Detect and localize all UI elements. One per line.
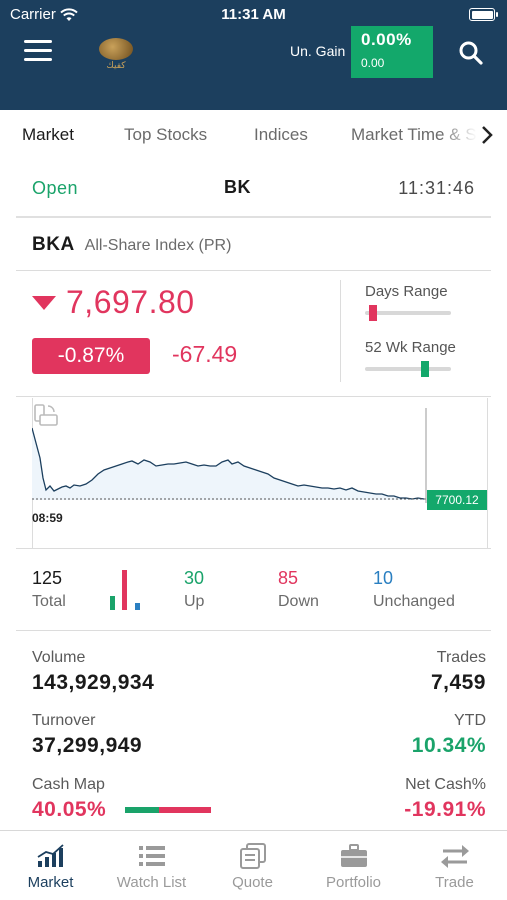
divider (16, 270, 491, 271)
down-arrow-icon (32, 296, 56, 310)
nav-market[interactable]: Market (0, 831, 101, 900)
chart-start-time: 08:59 (32, 511, 63, 525)
exchange-code: BK (224, 177, 251, 197)
index-title: BKA All-Share Index (PR) (32, 234, 482, 264)
rotate-screen-icon[interactable] (32, 403, 60, 429)
nav-portfolio-label: Portfolio (325, 874, 382, 891)
market-tabs: Market Top Stocks Indices Market Time & … (0, 110, 507, 160)
bottom-nav: Market Watch List Quote Portfolio (0, 830, 507, 900)
unrealized-gain-value: 0.00 (361, 56, 385, 70)
carrier-info: Carrier (10, 6, 78, 23)
index-code: BKA (32, 234, 75, 255)
cash-map-inflow (125, 807, 160, 813)
ytd-label: YTD (454, 712, 486, 729)
turnover-label: Turnover (32, 712, 96, 729)
nav-quote-label: Quote (232, 874, 273, 891)
tab-top-stocks[interactable]: Top Stocks (124, 125, 208, 144)
divider (16, 396, 491, 397)
cash-map-label: Cash Map (32, 776, 105, 793)
swap-arrows-icon (441, 845, 469, 868)
trades-label: Trades (436, 649, 486, 666)
market-status-row: Open BK 11:31:46 (16, 160, 491, 218)
tab-market[interactable]: Market (22, 125, 74, 144)
carrier-label: Carrier (10, 6, 56, 23)
search-icon[interactable] (458, 40, 484, 66)
net-cash-label: Net Cash% (405, 776, 486, 793)
change-pct-badge: -0.87% (32, 338, 150, 374)
trades-value: 7,459 (430, 671, 486, 694)
list-icon (139, 846, 165, 866)
status-time: 11:31 AM (221, 6, 286, 23)
wifi-icon (60, 7, 78, 21)
ytd-value: 10.34% (411, 734, 486, 757)
menu-button[interactable] (24, 40, 52, 64)
nav-watch-list-label: Watch List (116, 874, 187, 891)
quote-icon (240, 843, 266, 869)
total-label: Total (32, 593, 66, 610)
nav-watch-list[interactable]: Watch List (101, 831, 202, 900)
vertical-divider (340, 280, 341, 382)
chart-last-value: 7700.12 (427, 490, 487, 510)
battery-icon (469, 8, 498, 21)
divider (16, 548, 491, 549)
volume-value: 143,929,934 (32, 671, 155, 694)
unrealized-gain-label: Un. Gain (290, 43, 346, 59)
logo-text: كفيك (106, 61, 126, 71)
breadth-bar-unchanged (135, 603, 140, 610)
days-range-marker (368, 305, 377, 321)
index-name: All-Share Index (PR) (84, 237, 232, 254)
intraday-chart[interactable]: 08:59 7700.12 (32, 398, 488, 548)
week52-range-bar (365, 361, 451, 377)
nav-portfolio[interactable]: Portfolio (303, 831, 404, 900)
unchanged-count: 10 (373, 568, 394, 588)
turnover-value: 37,299,949 (32, 734, 143, 757)
briefcase-icon (341, 844, 367, 867)
breadth-bar-down (122, 570, 127, 610)
up-label: Up (184, 593, 205, 610)
index-value: 7,697.80 (66, 284, 195, 320)
net-cash-value: -19.91% (404, 798, 486, 821)
divider (16, 630, 491, 631)
volume-label: Volume (32, 649, 86, 666)
change-value: -67.49 (172, 341, 238, 367)
week52-range-marker (421, 361, 430, 377)
down-count: 85 (278, 568, 299, 588)
nav-trade[interactable]: Trade (404, 831, 505, 900)
days-range-label: Days Range (365, 283, 448, 300)
unrealized-gain-pct: 0.00% (361, 30, 412, 49)
market-state: Open (32, 178, 79, 198)
total-count: 125 (32, 568, 63, 588)
cash-map-value: 40.05% (32, 798, 107, 821)
app-header: Carrier 11:31 AM كفيك Un. Gain 0.00% 0.0… (0, 0, 507, 110)
tabs-fade (440, 110, 507, 160)
bar-chart-icon (37, 844, 64, 867)
nav-market-label: Market (27, 874, 74, 891)
status-bar: Carrier 11:31 AM (0, 0, 507, 30)
market-breadth: 125 Total 30 Up 85 Down 10 Unchanged (32, 562, 482, 618)
cash-map-outflow (159, 807, 211, 813)
app-logo: كفيك (97, 36, 135, 74)
intraday-line (32, 408, 427, 503)
chevron-right-icon[interactable] (478, 124, 496, 146)
cash-map-bar (125, 807, 211, 813)
tab-indices[interactable]: Indices (254, 125, 308, 144)
week52-range-label: 52 Wk Range (365, 339, 456, 356)
up-count: 30 (184, 568, 205, 588)
down-label: Down (278, 593, 319, 610)
nav-quote[interactable]: Quote (202, 831, 303, 900)
unrealized-gain-box[interactable]: 0.00% 0.00 (351, 26, 433, 78)
unchanged-label: Unchanged (373, 593, 455, 610)
nav-trade-label: Trade (435, 874, 474, 891)
market-clock: 11:31:46 (398, 178, 475, 198)
breadth-bar-up (110, 596, 115, 610)
days-range-bar (365, 305, 451, 321)
